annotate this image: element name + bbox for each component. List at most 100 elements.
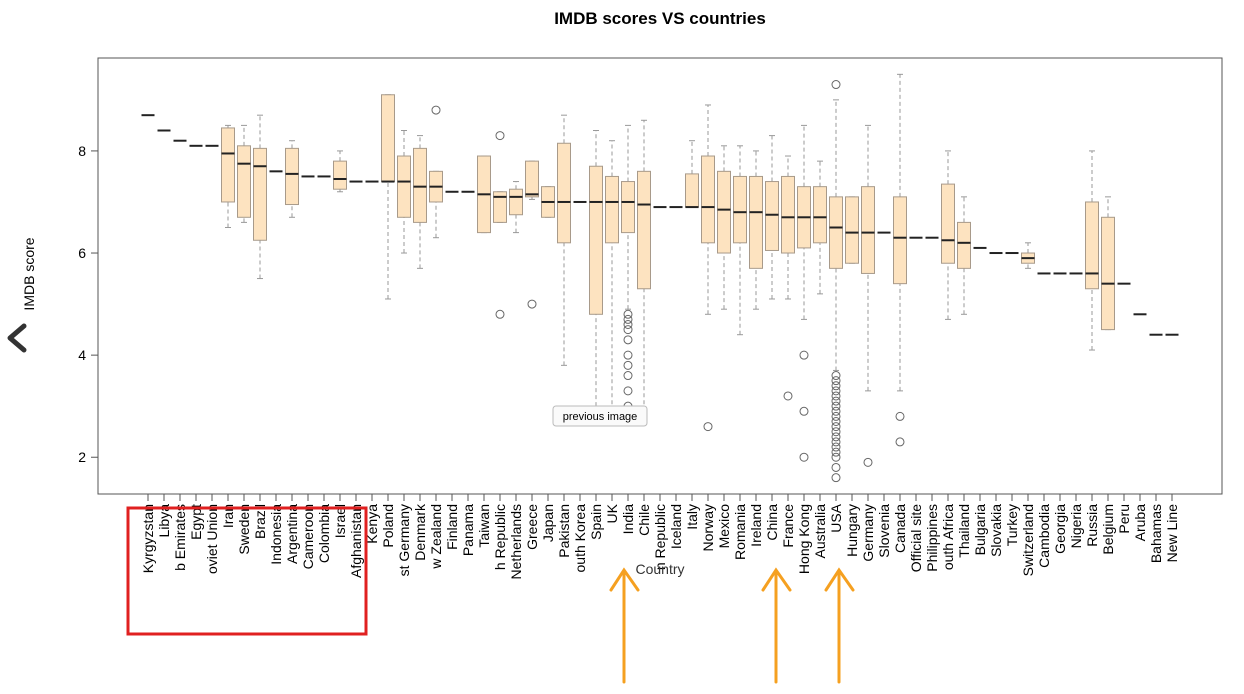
arrows [609,567,855,684]
plot: 2 4 6 8 Kyrgyzstan Libya b Emirates Egypt oviet … [78,73,1180,580]
box [733,175,747,244]
back-chevron[interactable] [7,323,27,353]
x-tick-label: USA [828,503,844,532]
x-tick-label: Chile [636,504,652,536]
arrow [761,567,792,684]
x-tick-label: Denmark [412,503,428,561]
x-tick-label: Finland [444,504,460,550]
x-tick-label: Turkey [1004,504,1020,546]
x-tick-label: outh Africa [940,504,956,570]
x-tick-label: Sweden [236,504,252,555]
outlier [831,437,841,447]
x-tick-label: Iran [220,504,236,528]
box [717,170,731,254]
outlier [831,462,841,472]
chart-title: IMDB scores VS countries [554,9,766,28]
box [765,181,779,251]
outlier [863,457,873,467]
x-tick-label: Netherlands [508,504,524,580]
x-tick-label: Norway [700,504,716,551]
arrow [824,567,855,684]
x-tick-label: Greece [524,504,540,550]
x-tick-label: Hong Kong [796,504,812,574]
x-tick-label: Japan [540,504,556,542]
outlier [831,427,841,437]
outlier [831,473,841,483]
outlier [623,371,633,381]
box [253,147,267,241]
x-tick-label: Poland [380,504,396,548]
outlier [831,452,841,462]
box [605,175,619,244]
box [221,127,235,203]
box [701,155,715,244]
box [237,145,251,218]
x-tick-label: st Germany [396,504,412,576]
outlier [799,350,809,360]
box [381,94,395,183]
box [861,186,875,274]
outlier [831,406,841,416]
outlier [831,396,841,406]
x-tick-label: China [764,504,780,541]
outlier [623,360,633,370]
y-tick-label: 6 [78,245,86,261]
outlier [623,325,633,335]
outlier [831,401,841,411]
x-tick-label: b Emirates [172,504,188,571]
outlier [831,80,841,90]
box [685,173,699,208]
outlier [831,381,841,391]
x-tick-label: Switzerland [1020,504,1036,576]
x-tick-label: Italy [684,504,700,530]
x-tick-label: Colombia [316,504,332,563]
outlier [527,299,537,309]
x-tick-label: Bahamas [1148,504,1164,563]
x-tick-label: Hungary [844,504,860,557]
box [397,155,411,218]
outlier [831,386,841,396]
outlier [623,350,633,360]
x-tick-label: Afghanistan [348,504,364,578]
box [557,142,571,244]
x-tick-label: Indonesia [268,504,284,565]
x-tick-label: Panama [460,504,476,556]
x-tick-label: Canada [892,504,908,553]
x-tick-label: Peru [1116,504,1132,534]
outlier [831,422,841,432]
x-tick-label: Taiwan [476,504,492,548]
outlier [703,422,713,432]
x-tick-label: Egypt [188,504,204,540]
outlier [623,386,633,396]
x-tick-label: Pakistan [556,504,572,558]
x-tick-label: New Line [1164,504,1180,563]
box [1085,201,1099,290]
x-tick-label: Aruba [1132,504,1148,542]
box [413,147,427,223]
x-tick-label: Iceland [668,504,684,549]
outlier [783,391,793,401]
box [589,165,603,315]
outlier [495,309,505,319]
outlier [831,442,841,452]
x-tick-label: Australia [812,504,828,559]
x-tick-label: Official site [908,504,924,572]
outlier [831,371,841,381]
box [621,181,635,234]
x-tick-label: outh Korea [572,504,588,573]
y-axis-title: IMDB score [21,237,37,310]
x-tick-label: Belgium [1100,504,1116,555]
outlier [831,376,841,386]
y-tick-label: 2 [78,449,86,465]
box [333,160,347,190]
x-tick-label: Mexico [716,504,732,549]
box [525,160,539,198]
x-tick-label: Kenya [364,504,380,544]
y-tick-label: 4 [78,347,86,363]
x-tick-label: Libya [156,504,172,538]
x-tick-label: Cambodia [1036,504,1052,568]
box [493,191,507,223]
x-tick-label: Russia [1084,504,1100,547]
x-tick-label: India [620,504,636,535]
